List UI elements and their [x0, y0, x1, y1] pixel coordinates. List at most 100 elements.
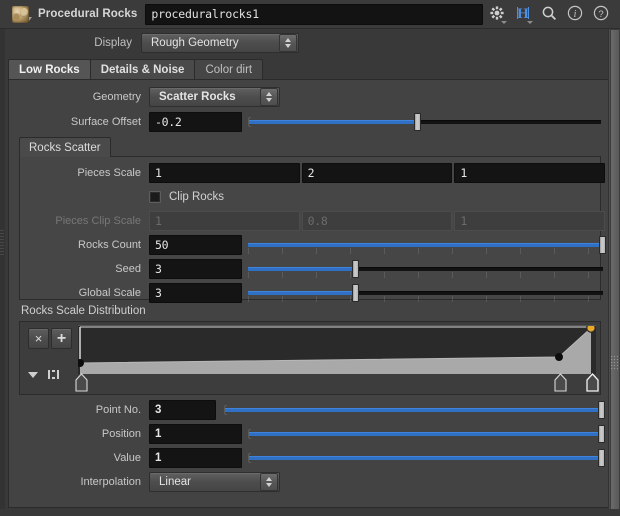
houdini-h-icon[interactable]: H — [515, 5, 533, 24]
value-slider[interactable] — [248, 448, 605, 468]
chevron-down-icon — [266, 98, 272, 102]
chevron-up-icon — [285, 38, 291, 42]
geometry-dropdown[interactable]: Scatter Rocks — [149, 87, 280, 107]
ramp-small-button-group — [28, 370, 59, 379]
position-slider[interactable] — [248, 424, 605, 444]
gear-icon[interactable] — [489, 5, 507, 24]
low-rocks-parameter-panel: Geometry Scatter Rocks Surface Offset -0… — [8, 79, 612, 508]
node-name-input[interactable]: proceduralrocks1 — [145, 3, 483, 25]
slider-fill — [248, 120, 418, 124]
info-icon[interactable]: i — [567, 5, 583, 23]
pieces-scale-z-input[interactable]: 1 — [454, 163, 606, 183]
ramp-key-handle-3[interactable] — [585, 373, 599, 392]
help-icon[interactable]: ? — [593, 5, 609, 23]
search-icon[interactable] — [541, 5, 557, 23]
chevron-up-icon — [266, 477, 272, 481]
tab-details-and-noise[interactable]: Details & Noise — [89, 59, 196, 80]
value-label: Value — [113, 452, 141, 464]
ramp-key-handles — [75, 373, 599, 393]
ramp-key-handle-1[interactable] — [74, 373, 88, 392]
slider-start-cap — [224, 405, 227, 415]
rocks-count-input[interactable]: 50 — [149, 235, 242, 255]
display-dropdown[interactable]: Rough Geometry — [141, 33, 299, 53]
row-value: Value 1 — [9, 446, 611, 470]
surface-offset-input[interactable]: -0.2 — [149, 112, 242, 132]
clip-rocks-toggle[interactable]: Clip Rocks — [149, 191, 224, 203]
geometry-dropdown-arrows[interactable] — [260, 88, 278, 106]
tab-low-rocks[interactable]: Low Rocks — [8, 59, 91, 80]
slider-fill — [224, 408, 601, 412]
row-rocks-count: Rocks Count 50 — [9, 233, 611, 257]
vertical-scrollbar[interactable] — [608, 29, 620, 516]
interpolation-dropdown[interactable]: Linear — [149, 472, 280, 492]
group-tab-rocks-scatter[interactable]: Rocks Scatter — [19, 137, 111, 157]
rock-node-icon[interactable] — [12, 5, 29, 23]
slider-ticks — [248, 248, 603, 254]
slider-handle[interactable] — [598, 449, 605, 467]
node-titlebar: Procedural Rocks proceduralrocks1 — [0, 0, 620, 29]
chevron-down-icon[interactable] — [501, 21, 507, 24]
global-scale-slider[interactable] — [248, 283, 603, 303]
slider-track — [248, 291, 603, 295]
left-resize-grip[interactable] — [0, 229, 4, 257]
pieces-scale-x-input[interactable]: 1 — [149, 163, 300, 183]
seed-slider[interactable] — [248, 259, 603, 279]
point-no-slider[interactable] — [224, 400, 605, 420]
remove-point-button[interactable]: × — [28, 328, 49, 349]
slider-start-cap — [248, 117, 251, 127]
slider-handle[interactable] — [414, 113, 422, 131]
clip-rocks-checkbox[interactable] — [149, 191, 161, 203]
tab-strip: Low Rocks Details & Noise Color dirt — [8, 58, 612, 80]
slider-fill — [248, 267, 355, 271]
row-position: Position 1 — [9, 422, 611, 446]
slider-handle[interactable] — [351, 284, 359, 302]
position-input[interactable]: 1 — [149, 424, 242, 444]
slider-fill — [248, 456, 601, 460]
add-point-button[interactable]: + — [51, 328, 72, 349]
tab-color-dirt[interactable]: Color dirt — [194, 59, 264, 80]
chevron-up-icon — [266, 92, 272, 96]
surface-offset-slider[interactable] — [248, 112, 601, 132]
seed-input[interactable]: 3 — [149, 259, 242, 279]
display-dropdown-arrows[interactable] — [279, 34, 297, 52]
clip-rocks-label: Clip Rocks — [169, 191, 224, 203]
slider-fill — [248, 291, 355, 295]
bottom-edge-strip — [0, 509, 620, 516]
scrollbar-thumb[interactable] — [610, 29, 620, 516]
position-label: Position — [101, 428, 141, 440]
row-surface-offset: Surface Offset -0.2 — [9, 110, 611, 134]
tab-label: Color dirt — [205, 64, 253, 76]
slider-handle[interactable] — [351, 260, 359, 278]
value-input[interactable]: 1 — [149, 448, 242, 468]
slider-ticks — [248, 272, 603, 278]
point-no-label: Point No. — [95, 404, 141, 416]
point-no-input[interactable]: 3 — [149, 400, 216, 420]
slider-handle[interactable] — [598, 425, 605, 443]
ramp-label: Rocks Scale Distribution — [21, 305, 146, 317]
interpolation-dropdown-arrows[interactable] — [260, 473, 278, 491]
slider-fill — [248, 243, 603, 247]
chevron-down-icon[interactable] — [26, 16, 32, 21]
ramp-menu-triangle-icon[interactable] — [28, 371, 38, 378]
row-seed: Seed 3 — [9, 257, 611, 281]
tab-label: Details & Noise — [100, 64, 185, 76]
pieces-clip-scale-x-input: 1 — [149, 211, 300, 231]
chevron-down-icon — [266, 483, 272, 487]
slider-ticks — [248, 296, 603, 302]
ramp-fit-icon[interactable] — [48, 370, 59, 379]
chevron-down-icon — [285, 44, 291, 48]
slider-handle[interactable] — [598, 401, 605, 419]
ramp-key-handle-2[interactable] — [553, 373, 567, 392]
row-interpolation: Interpolation Linear — [9, 470, 611, 494]
left-edge-strip — [0, 29, 5, 516]
global-scale-input[interactable]: 3 — [149, 283, 242, 303]
rocks-count-slider[interactable] — [248, 235, 606, 255]
resize-grip[interactable] — [610, 355, 619, 371]
slider-handle[interactable] — [599, 236, 606, 254]
slider-start-cap — [248, 429, 251, 439]
ramp-graph[interactable] — [78, 325, 596, 374]
chevron-down-icon[interactable] — [527, 21, 533, 24]
pieces-scale-y-input[interactable]: 2 — [301, 163, 453, 183]
rocks-count-label: Rocks Count — [78, 239, 141, 251]
display-row: Display Rough Geometry — [0, 30, 620, 56]
